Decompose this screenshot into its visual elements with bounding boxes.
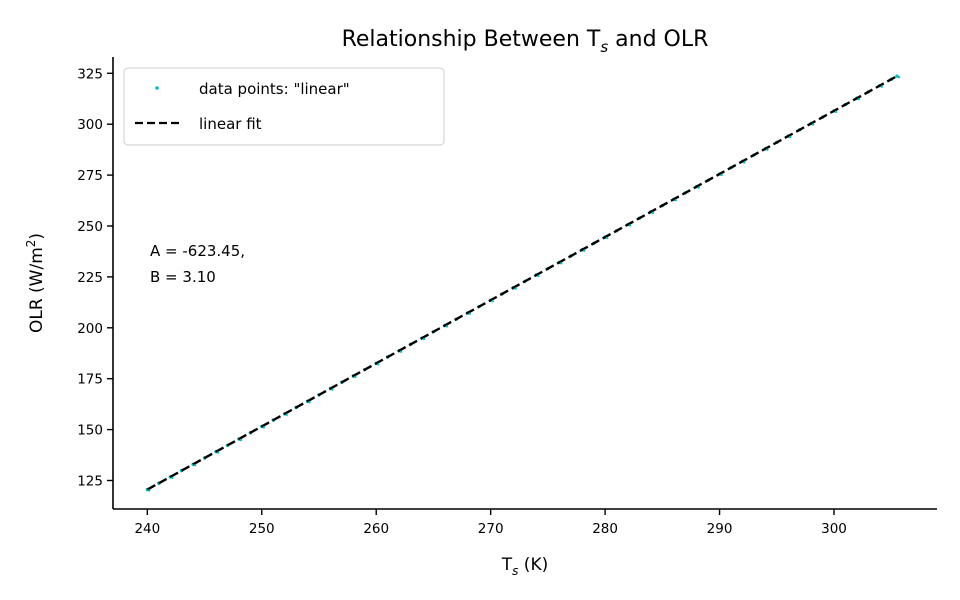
data-point-overlay-44	[651, 211, 655, 215]
x-tick-label-250: 250	[249, 521, 275, 537]
x-tick-label-280: 280	[592, 521, 618, 537]
data-point-overlay-40	[605, 236, 609, 240]
y-axis-label-tail: )	[27, 233, 47, 240]
data-point-overlay-12	[285, 413, 288, 417]
y-tick-label-325: 325	[77, 66, 103, 82]
fit-annotation-a: A = -623.45,	[150, 242, 245, 260]
data-point-overlay-2	[171, 476, 174, 480]
plot-area	[145, 74, 901, 492]
data-point-overlay-10	[262, 426, 265, 429]
legend-label-data-points: data points: "linear"	[199, 80, 350, 98]
data-point-overlay-18	[354, 375, 357, 379]
data-point-overlay-56	[789, 135, 792, 139]
data-point-overlay-28	[468, 312, 471, 316]
y-tick-label-150: 150	[77, 423, 103, 439]
y-tick-label-175: 175	[77, 372, 103, 388]
legend-label-linear-fit: linear fit	[199, 115, 262, 133]
y-tick-label-300: 300	[77, 117, 103, 133]
data-point-overlay-14	[308, 400, 311, 404]
data-point-overlay-32	[514, 287, 517, 290]
legend: data points: "linear" linear fit	[123, 67, 445, 146]
data-point-overlay-26	[445, 325, 449, 328]
x-tick-label-260: 260	[363, 521, 389, 537]
y-axis-label-main: OLR (W/m	[27, 247, 47, 333]
data-point-overlay-48	[697, 186, 700, 189]
y-axis-label-sup: 2	[24, 240, 38, 248]
data-point-overlay-52	[743, 161, 746, 164]
fit-annotation-b: B = 3.10	[150, 268, 216, 286]
y-axis-label: OLR (W/m2)	[24, 233, 47, 333]
x-axis-label-sub: s	[512, 564, 518, 578]
y-tick-label-125: 125	[77, 473, 103, 489]
chart-title-tail: and OLR	[608, 27, 708, 52]
data-point-overlay-36	[560, 262, 563, 265]
x-tick-label-290: 290	[707, 521, 733, 537]
data-point-overlay-16	[331, 388, 334, 391]
x-tick-label-300: 300	[821, 521, 847, 537]
data-point-overlay-42	[628, 224, 632, 227]
y-tick-label-200: 200	[77, 321, 103, 337]
data-point-overlay-34	[537, 274, 540, 278]
x-axis-label-tail: (K)	[518, 555, 548, 575]
x-axis-label-main: T	[501, 555, 513, 575]
data-point-overlay-60	[834, 110, 838, 114]
data-point-overlay-0	[148, 489, 151, 492]
x-tick-label-240: 240	[134, 521, 160, 537]
data-point-overlay-58	[811, 123, 815, 126]
data-point-overlay-8	[239, 438, 243, 442]
data-point-overlay-22	[399, 350, 403, 353]
data-point-overlay-64	[880, 85, 883, 88]
chart-title-sub: s	[600, 38, 608, 56]
x-axis-ticks: 240 250 260 270 280 290 300	[134, 509, 847, 537]
chart-title-main: Relationship Between T	[342, 27, 601, 52]
legend-box	[123, 67, 445, 146]
x-axis-label: Ts (K)	[501, 555, 548, 578]
y-tick-label-275: 275	[77, 168, 103, 184]
y-tick-label-225: 225	[77, 270, 103, 286]
data-point-overlay-54	[766, 148, 769, 151]
data-point-overlay-4	[193, 464, 197, 467]
data-point-overlay-38	[583, 249, 586, 252]
data-point-overlay-20	[377, 363, 380, 366]
data-point-overlay-6	[216, 451, 220, 454]
y-tick-label-250: 250	[77, 219, 103, 235]
x-tick-label-270: 270	[478, 521, 504, 537]
data-point-overlay-50	[720, 173, 723, 177]
data-point-overlay-66	[897, 75, 901, 79]
data-point-overlay-62	[857, 98, 861, 101]
y-axis-ticks: 125 150 175 200 225 250 275 300 325	[77, 66, 113, 489]
chart-title: Relationship Between Ts and OLR	[342, 27, 709, 56]
legend-marker-data-points	[155, 86, 159, 90]
data-point-overlay-46	[674, 199, 677, 202]
data-point-overlay-24	[422, 337, 426, 341]
data-point-overlay-30	[491, 300, 494, 303]
